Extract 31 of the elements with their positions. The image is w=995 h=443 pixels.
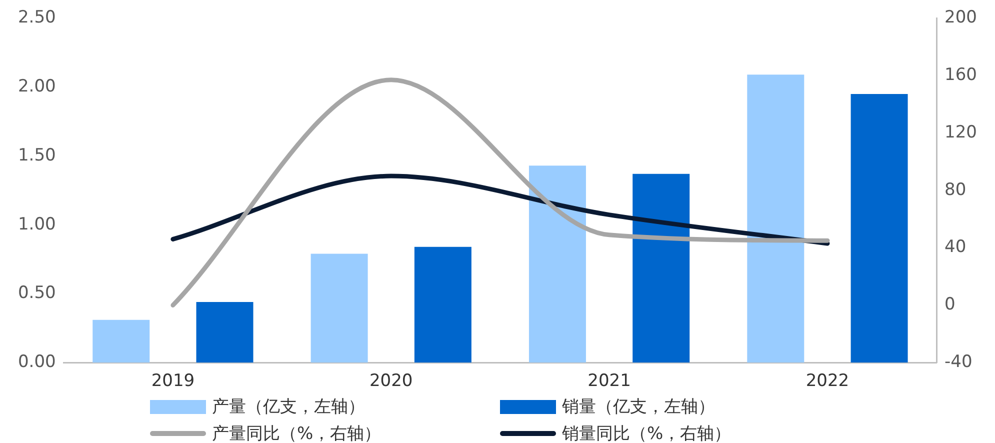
bar [632,174,690,363]
bar [414,246,472,363]
bar [747,74,804,363]
y2-tick-label: 160 [944,65,978,86]
y-tick-label: 2.00 [18,76,56,96]
bar [196,302,254,363]
y-tick-label: 1.50 [18,145,56,166]
y2-tick-label: 80 [944,180,966,200]
x-tick-label: 2020 [369,371,413,392]
legend-label: 产量（亿支，左轴） [212,396,365,418]
line-series [170,174,830,246]
legend-label: 销量同比（%，右轴） [562,423,732,443]
x-tick-label: 2021 [588,371,631,392]
y-tick-label: 0.00 [18,352,56,372]
y2-tick-label: 0 [944,294,956,315]
legend-label: 销量（亿支，左轴） [562,396,715,418]
y-tick-label: 0.50 [18,283,56,304]
x-tick-label: 2022 [806,371,850,392]
legend-label: 产量同比（%，右轴） [212,423,382,443]
x-tick-label: 2019 [151,371,195,392]
line-series [170,78,830,308]
bar [310,254,368,363]
bar [528,166,586,363]
bar [92,320,150,363]
bar [850,94,908,363]
y2-tick-label: -40 [944,352,972,372]
y-tick-label: 1.00 [18,214,56,234]
y2-tick-label: 200 [944,8,978,28]
y-tick-label: 2.50 [18,8,56,28]
y2-tick-label: 120 [944,122,978,142]
y2-tick-label: 40 [944,237,966,258]
